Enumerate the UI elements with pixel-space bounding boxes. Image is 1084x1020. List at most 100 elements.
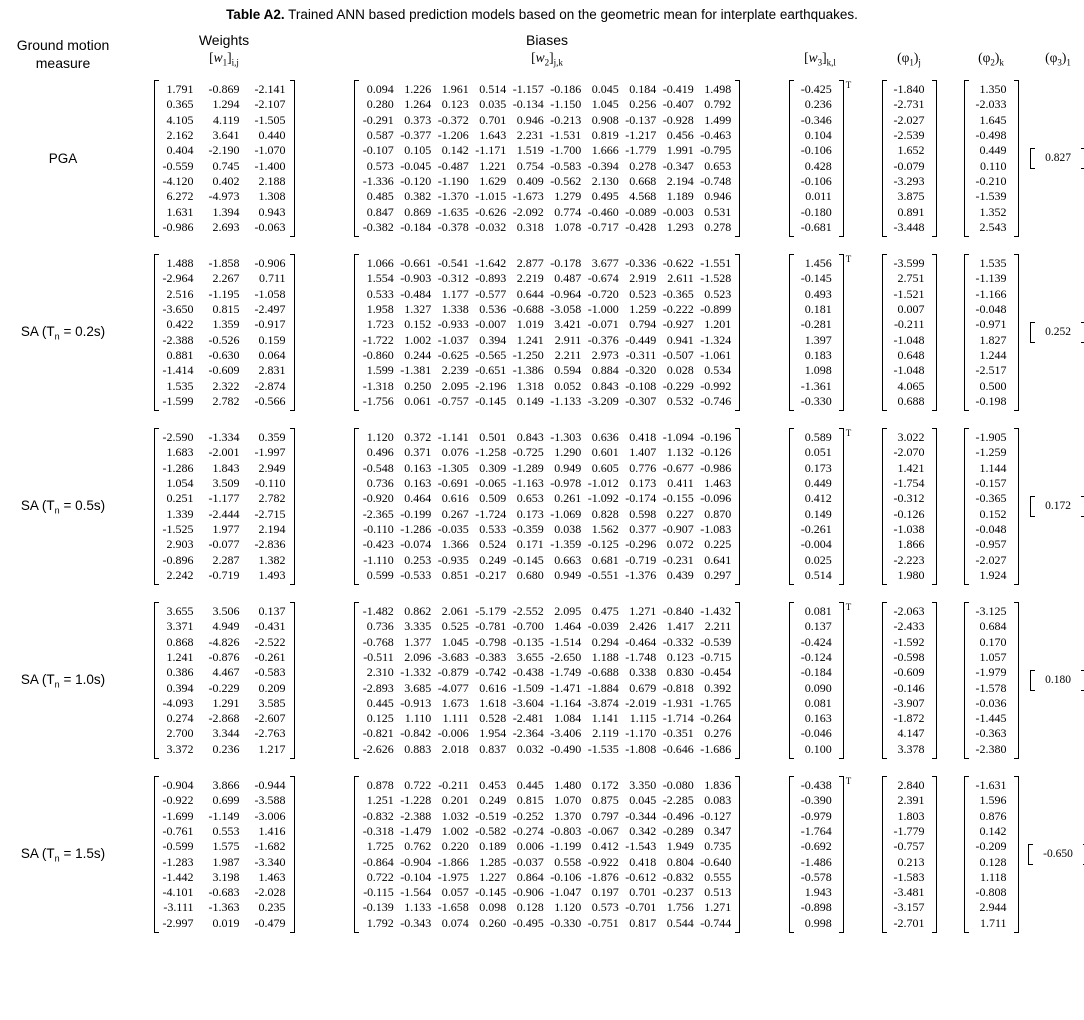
matrix-cell: -0.330 bbox=[550, 915, 582, 930]
matrix-cell: 0.142 bbox=[979, 823, 1007, 838]
matrix-cell: -1.699 bbox=[162, 808, 194, 823]
matrix-cell: 3.371 bbox=[166, 619, 194, 634]
matrix-right-bracket bbox=[1080, 670, 1084, 692]
matrix-cell: 1.417 bbox=[666, 619, 694, 634]
matrix-cell: -0.134 bbox=[512, 97, 544, 112]
matrix-right-bracket bbox=[931, 428, 937, 586]
matrix-cell: 2.611 bbox=[667, 271, 694, 286]
matrix-cell: -3.058 bbox=[550, 302, 582, 317]
matrix-cell: 0.533 bbox=[479, 521, 507, 536]
matrix-cell: -1.133 bbox=[550, 393, 582, 408]
matrix-cell: -0.906 bbox=[512, 885, 544, 900]
matrix-cell: -0.145 bbox=[800, 271, 832, 286]
matrix-cell: -0.717 bbox=[587, 219, 619, 234]
header-w3: [w3]k,l bbox=[772, 49, 868, 72]
matrix-grid: -0.438 -0.390 -0.979 -1.764 -0.692 -1.486 -0.5… bbox=[794, 776, 839, 933]
matrix-cell: -0.126 bbox=[700, 445, 732, 460]
header-weights-label: Weights bbox=[198, 32, 250, 48]
phi1-vector: 2.840 2.391 1.803 -1.779 -0.757 0.213 -1.583 -3… bbox=[881, 776, 937, 934]
matrix-cell: 0.881 bbox=[166, 347, 194, 362]
matrix-cell: 2.782 bbox=[258, 491, 286, 506]
matrix-cell: -1.442 bbox=[162, 869, 194, 884]
matrix-cell: -0.045 bbox=[400, 158, 432, 173]
table-row: SA (Tn = 0.2s) 1.488 -1.858 -0.906 -2.964 2.2… bbox=[0, 246, 1084, 420]
matrix-right-bracket bbox=[838, 80, 844, 238]
matrix-cell: -2.364 bbox=[512, 726, 544, 741]
matrix-cell: -0.178 bbox=[550, 256, 582, 271]
matrix-cell: -0.719 bbox=[208, 567, 240, 582]
matrix-cell: -0.065 bbox=[475, 476, 507, 491]
matrix-cell: -0.688 bbox=[587, 665, 619, 680]
matrix-left-bracket bbox=[353, 776, 359, 934]
matrix-cell: -0.922 bbox=[162, 793, 194, 808]
matrix-cell: -1.370 bbox=[437, 189, 469, 204]
matrix-cell: -1.682 bbox=[254, 839, 286, 854]
matrix-cell: -0.394 bbox=[587, 158, 619, 173]
header-w1-symbol: [w1]i,j bbox=[209, 50, 239, 68]
matrix-cell: 1.144 bbox=[979, 460, 1007, 475]
matrix-cell: 1.683 bbox=[166, 445, 194, 460]
matrix-cell: 0.536 bbox=[479, 302, 507, 317]
matrix-cell: -1.164 bbox=[550, 695, 582, 710]
matrix-cell: -1.749 bbox=[550, 665, 582, 680]
matrix-cell: -0.757 bbox=[893, 839, 925, 854]
matrix-cell: 2.903 bbox=[166, 537, 194, 552]
matrix-cell: -1.905 bbox=[975, 430, 1007, 445]
matrix-cell: 1.803 bbox=[897, 808, 925, 823]
matrix-cell: -2.715 bbox=[254, 506, 286, 521]
matrix-cell: -0.372 bbox=[437, 112, 469, 127]
matrix-cell: 1.120 bbox=[366, 430, 394, 445]
matrix-cell: -0.896 bbox=[162, 552, 194, 567]
matrix-cell: 0.011 bbox=[805, 189, 832, 204]
matrix-cell: 0.644 bbox=[516, 286, 544, 301]
matrix-cell: 0.276 bbox=[704, 726, 732, 741]
matrix-cell: 1.643 bbox=[479, 128, 507, 143]
matrix-cell: -1.150 bbox=[550, 97, 582, 112]
matrix-cell: 1.271 bbox=[704, 900, 732, 915]
matrix-cell: -0.424 bbox=[800, 634, 832, 649]
matrix-cell: 0.868 bbox=[166, 634, 194, 649]
matrix-cell: 1.264 bbox=[404, 97, 432, 112]
matrix-left-bracket bbox=[963, 602, 969, 760]
matrix-cell: -0.106 bbox=[800, 143, 832, 158]
matrix-cell: 0.774 bbox=[554, 204, 582, 219]
matrix-cell: 0.318 bbox=[516, 219, 544, 234]
matrix-cell: -0.463 bbox=[700, 128, 732, 143]
matrix-cell: 0.163 bbox=[804, 711, 832, 726]
matrix-cell: -0.832 bbox=[662, 869, 694, 884]
matrix-cell: 0.908 bbox=[591, 112, 619, 127]
matrix-cell: -1.931 bbox=[662, 695, 694, 710]
matrix-cell: 0.680 bbox=[516, 567, 544, 582]
matrix-cell: -0.261 bbox=[254, 649, 286, 664]
matrix-cell: 2.231 bbox=[516, 128, 544, 143]
matrix-cell: -1.884 bbox=[587, 680, 619, 695]
matrix-cell: 1.120 bbox=[554, 900, 582, 915]
phi3-scalar: -0.650 bbox=[1028, 844, 1084, 866]
matrix-cell: -0.222 bbox=[662, 302, 694, 317]
matrix-cell: 1.070 bbox=[554, 793, 582, 808]
matrix-cell: 0.851 bbox=[441, 567, 469, 582]
matrix-cell: -0.139 bbox=[362, 900, 394, 915]
matrix-cell: -4.826 bbox=[208, 634, 240, 649]
header-biases-label: Biases bbox=[525, 32, 569, 48]
matrix-cell: -0.609 bbox=[208, 363, 240, 378]
matrix-cell: 0.297 bbox=[704, 567, 732, 582]
matrix-cell: 1.463 bbox=[704, 476, 732, 491]
matrix-cell: 0.249 bbox=[479, 552, 507, 567]
matrix-cell: -0.343 bbox=[400, 915, 432, 930]
matrix-cell: 0.172 bbox=[1045, 500, 1071, 513]
matrix-cell: 1.098 bbox=[804, 363, 832, 378]
matrix-cell: -0.120 bbox=[400, 173, 432, 188]
matrix-grid: 1.066 -0.661 -0.541 -1.642 2.877 -0.178 3.677-… bbox=[359, 254, 736, 411]
matrix-cell: -0.551 bbox=[587, 567, 619, 582]
matrix-cell: -2.223 bbox=[893, 552, 925, 567]
matrix-cell: -0.692 bbox=[800, 839, 832, 854]
matrix-cell: -0.330 bbox=[800, 393, 832, 408]
matrix-cell: 0.445 bbox=[366, 695, 394, 710]
matrix-cell: 0.225 bbox=[704, 537, 732, 552]
matrix-cell: -0.209 bbox=[975, 839, 1007, 854]
matrix-cell: -1.381 bbox=[400, 363, 432, 378]
matrix-cell: 0.663 bbox=[554, 552, 582, 567]
matrix-cell: -0.145 bbox=[475, 393, 507, 408]
matrix-grid: -3.599 2.751 -1.521 0.007 -0.211 -1.048 0.648-… bbox=[887, 254, 932, 411]
